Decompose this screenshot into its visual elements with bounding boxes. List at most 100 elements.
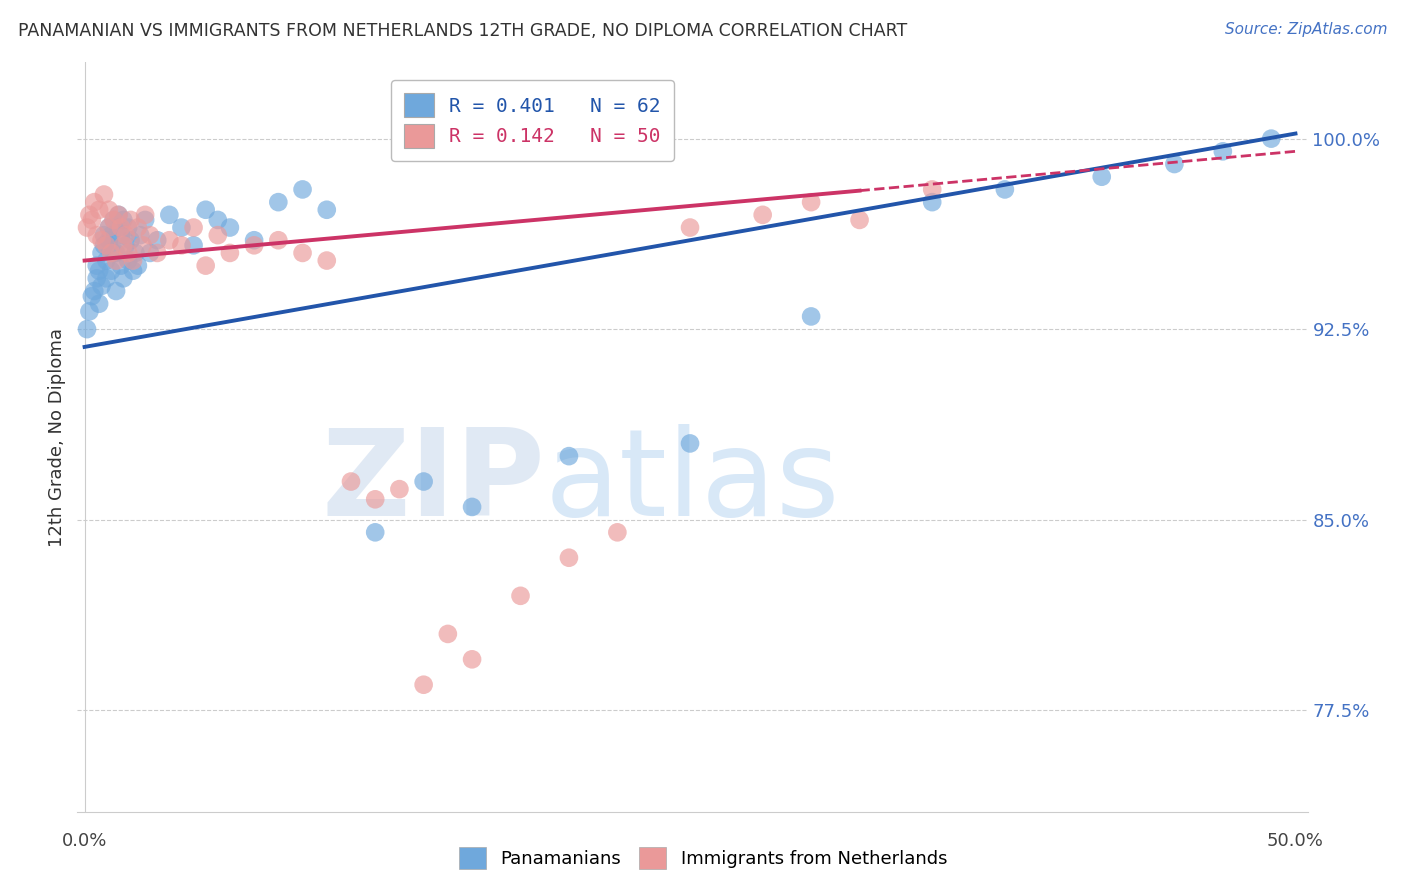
Point (83, 195, 105, 210)
Text: 50.0%: 50.0% (1267, 832, 1324, 850)
Point (120, 233, 142, 247)
Point (96, 238, 118, 252)
Point (100, 246, 122, 260)
Point (751, 208, 773, 222)
Point (146, 246, 169, 260)
Point (105, 284, 128, 298)
Point (364, 492, 387, 507)
Text: atlas: atlas (546, 424, 841, 541)
Point (461, 652, 484, 666)
Point (76, 220, 98, 235)
Point (461, 500, 484, 514)
Point (994, 182, 1017, 196)
Point (183, 220, 205, 235)
Point (146, 233, 169, 247)
Point (79, 208, 101, 222)
Point (679, 220, 702, 235)
Point (219, 246, 242, 260)
Point (340, 475, 363, 489)
Point (97, 238, 120, 252)
Point (117, 253, 139, 268)
Point (117, 220, 139, 235)
Point (1091, 169, 1114, 184)
Point (291, 182, 314, 196)
Point (112, 213, 135, 227)
Point (315, 253, 337, 268)
Point (89, 263, 111, 277)
Point (79, 304, 101, 318)
Text: Source: ZipAtlas.com: Source: ZipAtlas.com (1225, 22, 1388, 37)
Point (83, 284, 105, 298)
Point (848, 213, 870, 227)
Point (86, 271, 108, 285)
Point (90, 233, 112, 247)
Point (105, 253, 128, 268)
Point (107, 208, 129, 222)
Point (100, 263, 122, 277)
Point (122, 253, 145, 268)
Point (800, 195, 823, 210)
Point (134, 213, 156, 227)
Point (170, 238, 193, 252)
Point (267, 195, 290, 210)
Point (120, 213, 142, 227)
Point (110, 220, 132, 235)
Point (139, 246, 162, 260)
Legend: Panamanians, Immigrants from Netherlands: Panamanians, Immigrants from Netherlands (450, 838, 956, 879)
Point (170, 220, 193, 235)
Point (97, 220, 120, 235)
Point (127, 220, 149, 235)
Point (207, 213, 229, 227)
Point (86, 228, 108, 243)
Point (76, 322, 98, 336)
Y-axis label: 12th Grade, No Diploma: 12th Grade, No Diploma (48, 327, 66, 547)
Point (97, 233, 120, 247)
Point (437, 627, 460, 641)
Point (112, 271, 135, 285)
Point (558, 449, 581, 463)
Point (93, 238, 115, 252)
Point (1212, 145, 1234, 159)
Point (157, 208, 180, 222)
Point (114, 228, 136, 243)
Point (132, 238, 155, 252)
Point (103, 213, 125, 227)
Point (117, 246, 139, 260)
Point (921, 182, 943, 196)
Point (606, 525, 628, 540)
Point (86, 259, 108, 273)
Point (96, 271, 118, 285)
Point (194, 202, 217, 217)
Point (114, 238, 136, 252)
Point (105, 246, 128, 260)
Point (315, 202, 337, 217)
Text: 0.0%: 0.0% (62, 832, 107, 850)
Point (124, 246, 146, 260)
Point (509, 589, 531, 603)
Point (219, 220, 242, 235)
Point (134, 208, 156, 222)
Point (207, 228, 229, 243)
Point (97, 202, 120, 217)
Point (90, 279, 112, 293)
Point (1260, 131, 1282, 145)
Point (194, 259, 217, 273)
Point (80, 289, 103, 303)
Point (364, 525, 387, 540)
Point (93, 187, 115, 202)
Point (97, 220, 120, 235)
Point (103, 213, 125, 227)
Point (89, 297, 111, 311)
Point (412, 475, 434, 489)
Point (243, 233, 266, 247)
Point (112, 238, 135, 252)
Point (93, 228, 115, 243)
Point (139, 228, 162, 243)
Point (103, 246, 125, 260)
Point (80, 213, 103, 227)
Point (90, 246, 112, 260)
Legend: R = 0.401   N = 62, R = 0.142   N = 50: R = 0.401 N = 62, R = 0.142 N = 50 (391, 79, 675, 161)
Point (183, 238, 205, 252)
Point (679, 436, 702, 450)
Point (129, 228, 152, 243)
